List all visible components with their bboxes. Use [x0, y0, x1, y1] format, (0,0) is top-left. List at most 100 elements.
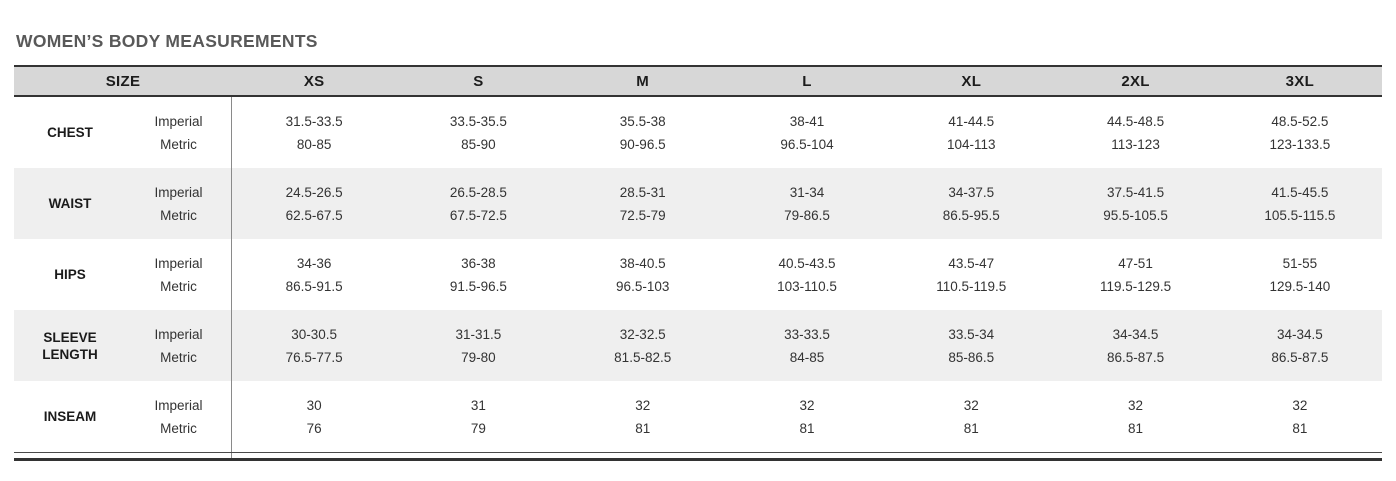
unit-label: Imperial [154, 255, 203, 271]
measurement-value-cell: 34-34.5 86.5-87.5 [1218, 310, 1382, 381]
measurement-value-cell: 32-32.5 81.5-82.5 [561, 310, 725, 381]
imperial-value: 48.5-52.5 [1271, 113, 1329, 129]
metric-value: 76 [306, 420, 322, 436]
metric-value: 86.5-87.5 [1107, 349, 1165, 365]
measurement-value-cell: 32 81 [725, 381, 889, 452]
imperial-value: 30 [306, 397, 322, 413]
metric-value: 90-96.5 [619, 136, 666, 152]
imperial-value: 51-55 [1282, 255, 1318, 271]
metric-value: 105.5-115.5 [1264, 207, 1336, 223]
unit-label: Imperial [154, 326, 203, 342]
measurement-label: HIPS [14, 239, 126, 310]
imperial-value: 37.5-41.5 [1107, 184, 1165, 200]
measurement-label-text: CHEST [47, 125, 93, 140]
metric-value: 81 [1292, 420, 1308, 436]
metric-value: 85-90 [461, 136, 496, 152]
imperial-value: 34-34.5 [1276, 326, 1323, 342]
size-column-header: S [473, 72, 484, 90]
imperial-value: 32 [1292, 397, 1308, 413]
imperial-value: 40.5-43.5 [778, 255, 836, 271]
measurement-value-cell: 47-51 119.5-129.5 [1053, 239, 1217, 310]
metric-value: 79-80 [461, 349, 496, 365]
unit-label: Metric [160, 349, 197, 365]
page-title: WOMEN’S BODY MEASUREMENTS [16, 31, 318, 51]
measurement-row: SLEEVE LENGTH Imperial Metric 30-30.5 76.5-7… [14, 310, 1382, 381]
metric-value: 129.5-140 [1269, 278, 1331, 294]
unit-label: Imperial [154, 184, 203, 200]
metric-value: 81 [799, 420, 815, 436]
imperial-value: 33-33.5 [784, 326, 830, 342]
measurement-row: WAIST Imperial Metric 24.5-26.5 62.5-67.5 26.… [14, 168, 1382, 239]
imperial-value: 38-41 [789, 113, 825, 129]
metric-value: 80-85 [296, 136, 332, 152]
metric-value: 104-113 [947, 136, 996, 152]
measurement-label-text: WAIST [48, 196, 92, 211]
metric-value: 113-123 [1111, 136, 1160, 152]
unit-labels: Imperial Metric [126, 97, 232, 168]
measurement-value-cell: 32 81 [561, 381, 725, 452]
measurement-value-cell: 33-33.5 84-85 [725, 310, 889, 381]
measurement-value-cell: 40.5-43.5 103-110.5 [725, 239, 889, 310]
table-body: CHEST Imperial Metric 31.5-33.5 80-85 33.5-35… [14, 97, 1382, 453]
imperial-value: 41.5-45.5 [1271, 184, 1329, 200]
size-column-header: 3XL [1285, 72, 1315, 90]
imperial-value: 34-36 [296, 255, 332, 271]
measurement-value-cell: 43.5-47 110.5-119.5 [889, 239, 1053, 310]
imperial-value: 32-32.5 [619, 326, 666, 342]
measurement-value-cell: 24.5-26.5 62.5-67.5 [232, 168, 396, 239]
imperial-value: 34-37.5 [948, 184, 995, 200]
unit-label: Metric [160, 207, 197, 223]
metric-value: 103-110.5 [777, 278, 837, 294]
metric-value: 81 [1128, 420, 1144, 436]
imperial-value: 47-51 [1118, 255, 1153, 271]
measurement-value-cell: 41-44.5 104-113 [889, 97, 1053, 168]
metric-value: 81 [635, 420, 651, 436]
imperial-value: 44.5-48.5 [1107, 113, 1165, 129]
size-column-header: XS [303, 72, 325, 90]
imperial-value: 32 [1128, 397, 1144, 413]
table-header-row: SIZE XS S M L XL 2XL 3XL [14, 65, 1382, 97]
measurement-value-cell: 30 76 [232, 381, 396, 452]
size-column-header: 2XL [1121, 72, 1150, 90]
table-bottom-gap [14, 453, 1382, 458]
imperial-value: 43.5-47 [948, 255, 995, 271]
metric-value: 79 [470, 420, 486, 436]
measurement-value-cell: 34-34.5 86.5-87.5 [1053, 310, 1217, 381]
measurement-value-cell: 32 81 [889, 381, 1053, 452]
measurement-value-cell: 36-38 91.5-96.5 [396, 239, 560, 310]
metric-value: 81.5-82.5 [614, 349, 672, 365]
metric-value: 81 [963, 420, 979, 436]
imperial-value: 31-34 [789, 184, 825, 200]
measurement-label: INSEAM [14, 381, 126, 452]
metric-value: 110.5-119.5 [936, 278, 1007, 294]
imperial-value: 33.5-34 [948, 326, 995, 342]
measurement-value-cell: 26.5-28.5 67.5-72.5 [396, 168, 560, 239]
metric-value: 62.5-67.5 [285, 207, 343, 223]
imperial-value: 38-40.5 [619, 255, 666, 271]
measurement-value-cell: 51-55 129.5-140 [1218, 239, 1382, 310]
measurement-row: CHEST Imperial Metric 31.5-33.5 80-85 33.5-35… [14, 97, 1382, 168]
table-bottom-rule [14, 458, 1382, 461]
measurement-value-cell: 31-31.5 79-80 [396, 310, 560, 381]
unit-label: Metric [160, 136, 197, 152]
imperial-value: 26.5-28.5 [449, 184, 507, 200]
measurement-row: HIPS Imperial Metric 34-36 86.5-91.5 36-38 91.… [14, 239, 1382, 310]
imperial-value: 36-38 [461, 255, 496, 271]
unit-labels: Imperial Metric [126, 310, 232, 381]
unit-labels: Imperial Metric [126, 168, 232, 239]
measurement-label: CHEST [14, 97, 126, 168]
unit-labels: Imperial Metric [126, 239, 232, 310]
metric-value: 84-85 [789, 349, 825, 365]
size-header-cell: SIZE [105, 72, 141, 90]
measurements-table: SIZE XS S M L XL 2XL 3XL CHEST Imperial Metric 31… [14, 65, 1382, 461]
measurement-value-cell: 31 79 [396, 381, 560, 452]
size-column-header: L [802, 72, 812, 90]
measurement-label-text: HIPS [54, 267, 86, 282]
metric-value: 86.5-87.5 [1271, 349, 1329, 365]
metric-value: 91.5-96.5 [449, 278, 507, 294]
measurement-label-text: SLEEVE LENGTH [42, 329, 98, 362]
measurement-label-text: INSEAM [43, 409, 97, 424]
metric-value: 85-86.5 [948, 349, 995, 365]
metric-value: 119.5-129.5 [1100, 278, 1172, 294]
